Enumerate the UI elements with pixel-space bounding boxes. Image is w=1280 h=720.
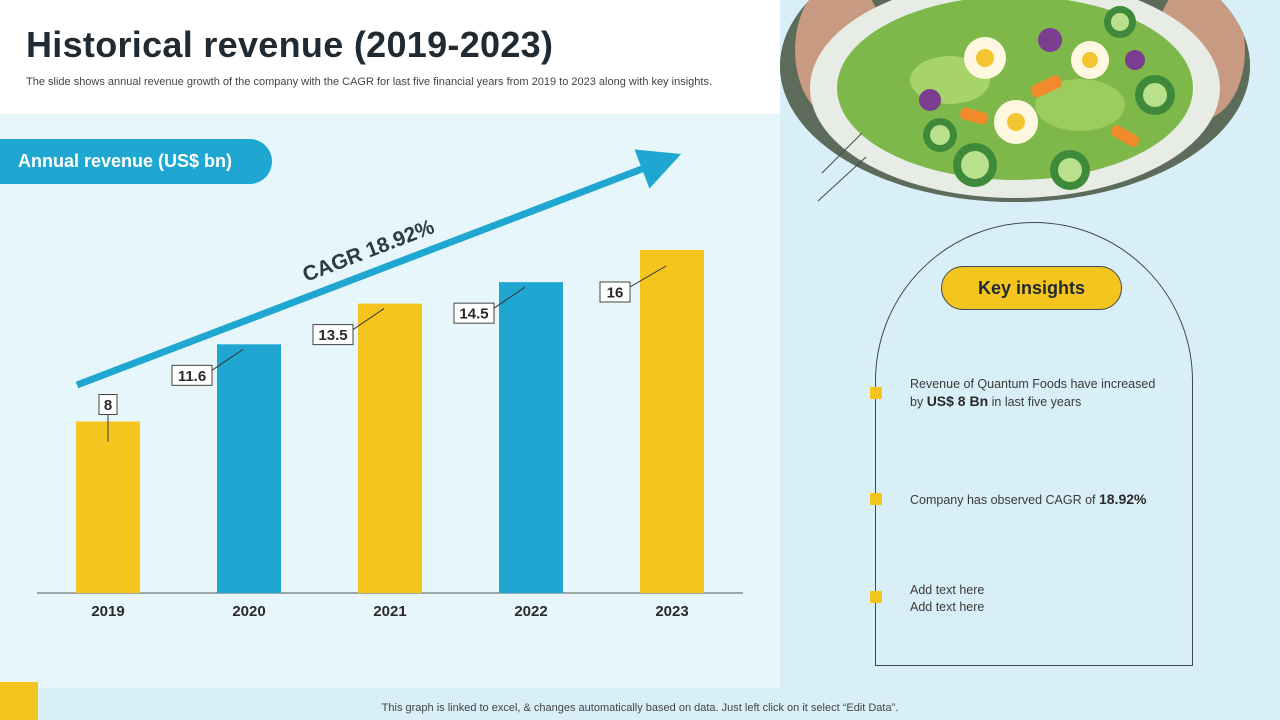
bar-2023 [640, 250, 704, 593]
x-tick-2022: 2022 [514, 603, 547, 620]
insight-text-2: Company has observed CAGR of 18.92% [910, 491, 1147, 507]
bar-2019 [76, 421, 140, 593]
value-label-2020: 11.6 [178, 368, 206, 385]
header-band [0, 0, 780, 114]
insight-text-3: Add text here Add text here [910, 583, 985, 614]
value-label-2023: 16 [607, 285, 624, 302]
insight-bullet-1 [870, 387, 882, 399]
x-tick-2023: 2023 [655, 603, 688, 620]
value-box-2022 [453, 302, 495, 324]
value-box-2023 [599, 281, 631, 303]
bar-2021 [358, 303, 422, 593]
value-callout-line-2023 [629, 265, 667, 288]
footer-note: This graph is linked to excel, & changes… [381, 702, 899, 714]
insight-bullet-3 [870, 591, 882, 603]
value-box-2021 [312, 324, 354, 346]
value-box-2019 [98, 394, 118, 415]
value-callout-line-2022 [493, 286, 526, 309]
cagr-arrow [75, 149, 682, 389]
value-box-2020 [171, 364, 213, 386]
value-label-2022: 14.5 [459, 306, 488, 323]
bar-2022 [499, 282, 563, 593]
insights-arch [875, 222, 1193, 666]
page-title: Historical revenue (2019-2023) [26, 24, 554, 65]
bar-2020 [217, 344, 281, 593]
page-subtitle: The slide shows annual revenue growth of… [26, 76, 713, 88]
key-insights-heading: Key insights [941, 266, 1122, 310]
revenue-bar-chart: CAGR 18.92% 8201911.6202013.5202114.5202… [37, 149, 743, 620]
insight-text-1: Revenue of Quantum Foods have increased … [910, 377, 1156, 409]
x-tick-2020: 2020 [232, 603, 265, 620]
value-callout-line-2020 [211, 348, 244, 371]
x-tick-2019: 2019 [91, 603, 124, 620]
insight-bullet-2 [870, 493, 882, 505]
decorative-lines [817, 132, 867, 202]
footer-accent-square [0, 682, 38, 720]
value-label-2021: 13.5 [318, 327, 347, 344]
x-tick-2021: 2021 [373, 603, 406, 620]
chart-label-pill: Annual revenue (US$ bn) [0, 139, 272, 184]
value-label-2019: 8 [104, 397, 112, 414]
value-callout-line-2021 [352, 308, 385, 331]
